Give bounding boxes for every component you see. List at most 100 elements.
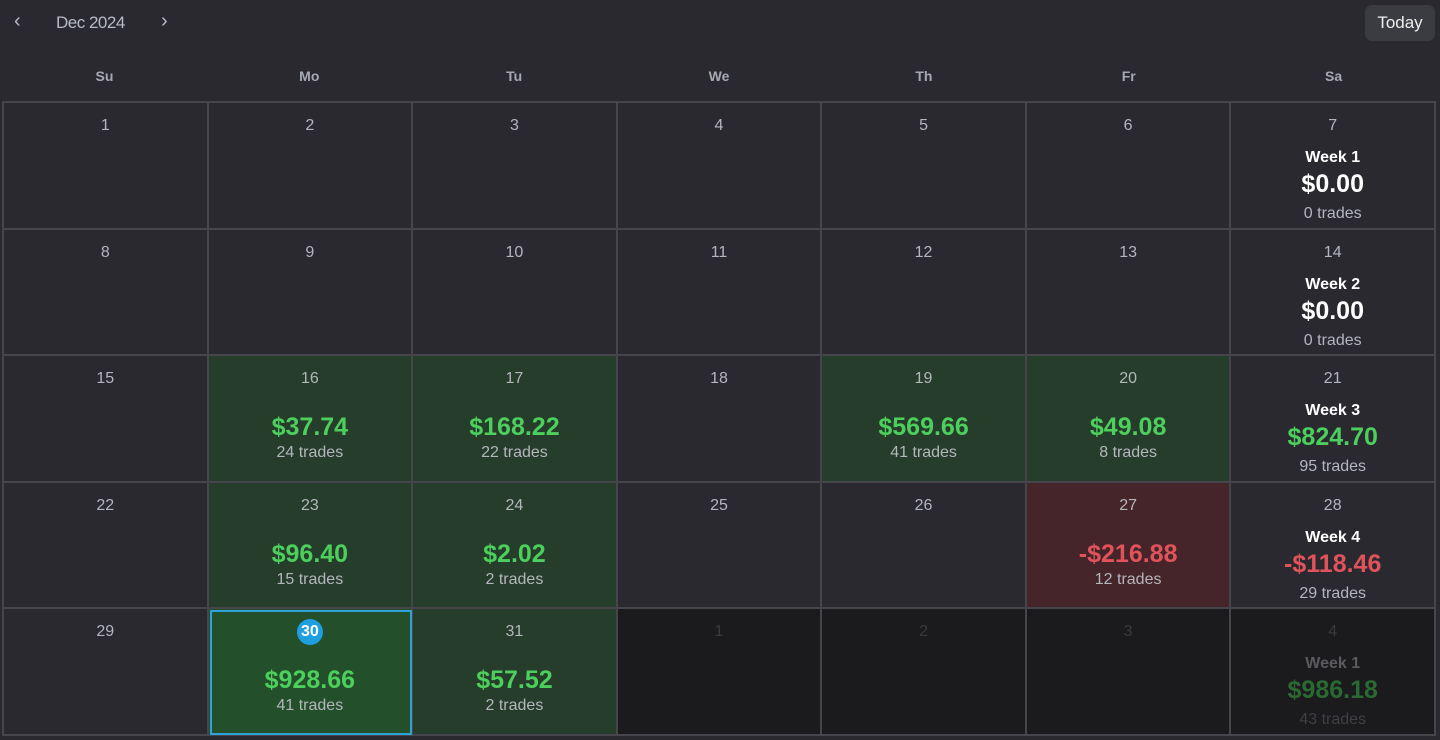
day-pnl: $168.22 bbox=[469, 413, 560, 442]
day-trade-count: 15 trades bbox=[276, 570, 344, 588]
day-number: 11 bbox=[710, 243, 728, 261]
weekday-label: We bbox=[708, 68, 730, 84]
day-cell[interactable]: 30 $928.66 41 trades bbox=[208, 609, 414, 736]
day-cell[interactable]: 26 bbox=[822, 482, 1027, 610]
day-cell[interactable]: 25 bbox=[617, 482, 823, 610]
day-cell[interactable]: 21 Week 3 $824.70 95 trades bbox=[1231, 356, 1436, 483]
day-number: 21 bbox=[1323, 370, 1342, 388]
day-number: 31 bbox=[505, 623, 524, 641]
day-cell[interactable]: 2 bbox=[208, 103, 414, 230]
today-button[interactable]: Today bbox=[1365, 5, 1435, 41]
day-trade-count: 22 trades bbox=[481, 444, 548, 462]
day-cell[interactable]: 29 bbox=[4, 609, 209, 736]
calendar-header: ‹ Dec 2024 › Today bbox=[0, 0, 1440, 46]
month-label: Dec 2024 bbox=[56, 13, 125, 32]
day-pnl: $569.66 bbox=[878, 413, 969, 442]
week-summary-label: Week 4 bbox=[1305, 528, 1361, 546]
day-cell[interactable]: 24 $2.02 2 trades bbox=[413, 482, 618, 610]
day-cell[interactable]: 31 $57.52 2 trades bbox=[413, 609, 618, 736]
day-cell[interactable]: 2 bbox=[822, 609, 1027, 736]
day-pnl: $928.66 bbox=[264, 666, 356, 695]
day-pnl: $96.40 bbox=[271, 539, 349, 568]
day-number: 24 bbox=[505, 496, 524, 514]
day-cell[interactable]: 18 bbox=[617, 356, 823, 483]
day-trade-count: 41 trades bbox=[276, 697, 344, 715]
week-summary-trades: 0 trades bbox=[1303, 205, 1362, 222]
day-cell[interactable]: 22 bbox=[4, 482, 209, 610]
day-number: 2 bbox=[305, 117, 315, 134]
day-cell[interactable]: 16 $37.74 24 trades bbox=[208, 356, 414, 483]
day-number: 25 bbox=[710, 496, 728, 514]
day-number: 3 bbox=[1123, 623, 1133, 641]
day-cell[interactable]: 11 bbox=[617, 229, 823, 357]
day-cell[interactable]: 15 bbox=[4, 356, 209, 483]
weekday-label: Sa bbox=[1325, 68, 1343, 84]
day-trade-count: 41 trades bbox=[890, 444, 957, 462]
week-summary-pnl: $0.00 bbox=[1301, 296, 1364, 325]
day-number: 27 bbox=[1119, 496, 1138, 514]
day-pnl: $2.02 bbox=[483, 539, 546, 568]
week-summary-trades: 43 trades bbox=[1299, 711, 1367, 729]
day-cell[interactable]: 19 $569.66 41 trades bbox=[822, 356, 1027, 483]
day-number: 12 bbox=[914, 243, 933, 261]
day-cell[interactable]: 27 -$216.88 12 trades bbox=[1026, 482, 1232, 610]
week-summary-pnl: $824.70 bbox=[1287, 423, 1378, 452]
week-summary-label: Week 1 bbox=[1305, 655, 1361, 673]
week-summary-pnl: $0.00 bbox=[1301, 170, 1364, 198]
day-cell[interactable]: 17 $168.22 22 trades bbox=[413, 356, 618, 483]
day-cell[interactable]: 10 bbox=[413, 229, 618, 357]
day-cell[interactable]: 7 Week 1 $0.00 0 trades bbox=[1231, 103, 1436, 230]
day-cell[interactable]: 3 bbox=[1026, 609, 1232, 736]
weekday-label: Mo bbox=[299, 68, 320, 84]
day-cell[interactable]: 4 Week 1 $986.18 43 trades bbox=[1231, 609, 1436, 736]
day-number: 2 bbox=[919, 623, 929, 641]
day-number: 15 bbox=[96, 370, 115, 388]
day-number: 10 bbox=[505, 243, 524, 261]
day-number: 7 bbox=[1328, 117, 1338, 134]
day-cell[interactable]: 3 bbox=[413, 103, 618, 230]
day-cell[interactable]: 14 Week 2 $0.00 0 trades bbox=[1231, 229, 1436, 357]
day-trade-count: 8 trades bbox=[1099, 444, 1158, 462]
day-pnl: $37.74 bbox=[271, 413, 349, 442]
weekday-label: Tu bbox=[506, 68, 523, 84]
day-trade-count: 12 trades bbox=[1094, 570, 1162, 588]
day-number: 30 bbox=[209, 619, 412, 646]
day-cell[interactable]: 9 bbox=[208, 229, 414, 357]
day-cell[interactable]: 1 bbox=[4, 103, 209, 230]
day-number: 9 bbox=[305, 243, 315, 261]
week-summary-label: Week 2 bbox=[1305, 275, 1361, 293]
day-number: 26 bbox=[914, 496, 933, 514]
day-cell[interactable]: 1 bbox=[617, 609, 823, 736]
today-badge: 30 bbox=[296, 619, 323, 646]
day-cell[interactable]: 28 Week 4 -$118.46 29 trades bbox=[1231, 482, 1436, 610]
day-number: 20 bbox=[1119, 370, 1138, 388]
weekday-header-row: Su Mo Tu We Th Fr Sa bbox=[2, 68, 1436, 84]
day-number: 4 bbox=[1328, 623, 1338, 641]
day-number: 22 bbox=[96, 496, 115, 514]
weekday-label: Su bbox=[95, 68, 114, 84]
week-summary-label: Week 3 bbox=[1305, 402, 1361, 420]
day-cell[interactable]: 12 bbox=[822, 229, 1027, 357]
day-cell[interactable]: 4 bbox=[617, 103, 823, 230]
day-number: 18 bbox=[710, 370, 728, 388]
day-pnl: $57.52 bbox=[476, 666, 553, 695]
day-number: 16 bbox=[300, 370, 319, 388]
day-cell[interactable]: 8 bbox=[4, 229, 209, 357]
day-number: 1 bbox=[714, 623, 724, 641]
day-pnl: $49.08 bbox=[1089, 413, 1167, 442]
day-number: 28 bbox=[1323, 496, 1342, 514]
day-number: 1 bbox=[100, 117, 110, 134]
day-cell[interactable]: 20 $49.08 8 trades bbox=[1026, 356, 1232, 483]
day-cell[interactable]: 13 bbox=[1026, 229, 1232, 357]
prev-month-chevron-icon[interactable]: ‹ bbox=[14, 10, 21, 32]
day-number: 3 bbox=[509, 117, 519, 134]
day-cell[interactable]: 5 bbox=[822, 103, 1027, 230]
week-summary-trades: 0 trades bbox=[1303, 331, 1362, 349]
day-number: 8 bbox=[100, 243, 110, 261]
day-trade-count: 24 trades bbox=[276, 444, 344, 462]
day-number: 13 bbox=[1119, 243, 1138, 261]
day-cell[interactable]: 6 bbox=[1026, 103, 1232, 230]
day-trade-count: 2 trades bbox=[485, 697, 544, 715]
next-month-chevron-icon[interactable]: › bbox=[161, 10, 168, 32]
day-cell[interactable]: 23 $96.40 15 trades bbox=[208, 482, 414, 610]
